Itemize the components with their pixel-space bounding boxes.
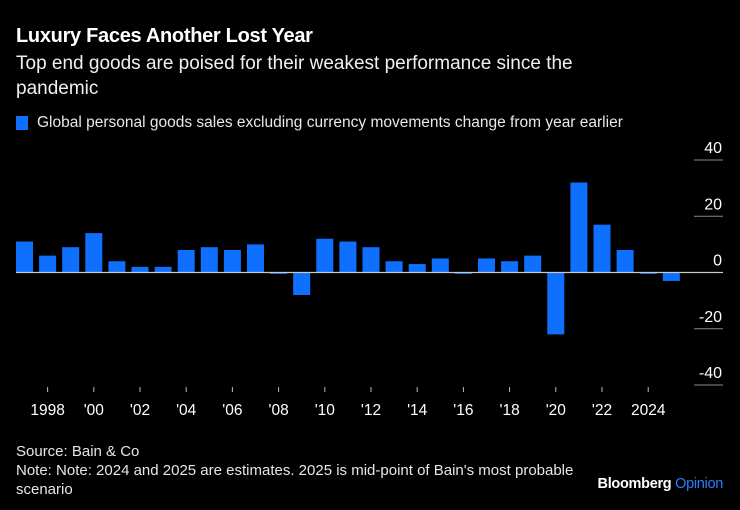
x-tick-label: 2024	[631, 402, 666, 419]
bar-2025	[662, 272, 680, 281]
bar-2023	[616, 250, 634, 273]
bar-2007	[247, 244, 264, 273]
bar-2021	[570, 182, 588, 273]
bar-2022	[593, 224, 611, 273]
bar-2019	[524, 255, 542, 273]
x-tick-label: '12	[361, 402, 381, 419]
x-tick-label: 1998	[30, 402, 64, 419]
chart-title: Luxury Faces Another Lost Year	[16, 25, 313, 47]
y-tick-label: -40	[699, 365, 722, 382]
legend-label: Global personal goods sales excluding cu…	[37, 114, 623, 131]
chart-subtitle: Top end goods are poised for their weake…	[16, 53, 573, 99]
y-tick-label: 0	[713, 253, 722, 270]
bar-2000	[85, 233, 103, 273]
brand-suffix: Opinion	[675, 476, 723, 492]
x-tick-label: '22	[592, 402, 612, 419]
x-tick-label: '10	[315, 402, 336, 419]
bar-2018	[501, 261, 519, 273]
bar-2011	[339, 241, 357, 273]
bar-1997	[16, 241, 33, 273]
footer: Source: Bain & Co Note: Note: 2024 and 2…	[16, 442, 576, 499]
x-tick-label: '04	[176, 402, 197, 419]
bar-2006	[223, 250, 241, 273]
bar-2010	[316, 238, 334, 273]
bar-2003	[154, 266, 172, 273]
bar-2001	[108, 261, 126, 273]
y-tick-label: -20	[699, 309, 722, 326]
x-tick-label: '00	[84, 402, 105, 419]
x-tick-label: '16	[453, 402, 473, 419]
bar-2014	[408, 264, 426, 273]
gridlines	[694, 159, 723, 386]
legend: Global personal goods sales excluding cu…	[16, 114, 623, 132]
x-tick-label: '02	[130, 402, 150, 419]
bar-2020	[547, 272, 565, 335]
bar-2024	[639, 272, 657, 274]
bloomberg-opinion-logo: Bloomberg Opinion	[597, 476, 724, 492]
bars	[16, 182, 680, 335]
x-axis: 1998 '00 '02 '04 '06 '08 '10 '12 '14 '16 '18 '20 '22…	[30, 387, 666, 419]
note-text: Note: Note: 2024 and 2025 are estimates.…	[16, 462, 574, 498]
bar-2009	[293, 272, 311, 295]
bar-1999	[62, 247, 80, 273]
x-tick-label: '08	[268, 402, 288, 419]
bar-2016	[454, 272, 472, 274]
bar-2013	[385, 261, 403, 273]
bar-2004	[177, 250, 195, 273]
bar-1998	[39, 255, 57, 273]
legend-swatch	[16, 116, 28, 130]
x-tick-label: '06	[222, 402, 242, 419]
bar-2012	[362, 247, 380, 273]
x-tick-label: '18	[499, 402, 519, 419]
bar-2015	[431, 258, 449, 273]
y-tick-label: 40	[704, 140, 722, 157]
bar-2008	[270, 272, 288, 274]
brand-name: Bloomberg	[597, 476, 672, 492]
source-text: Source: Bain & Co	[16, 443, 140, 460]
y-axis-labels: 40 20 0 -20 -40	[699, 140, 722, 382]
x-tick-label: '14	[407, 402, 428, 419]
x-tick-label: '20	[546, 402, 567, 419]
bar-2017	[478, 258, 495, 273]
bar-2005	[200, 247, 218, 273]
y-tick-label: 20	[704, 196, 722, 213]
bar-2002	[131, 266, 149, 273]
